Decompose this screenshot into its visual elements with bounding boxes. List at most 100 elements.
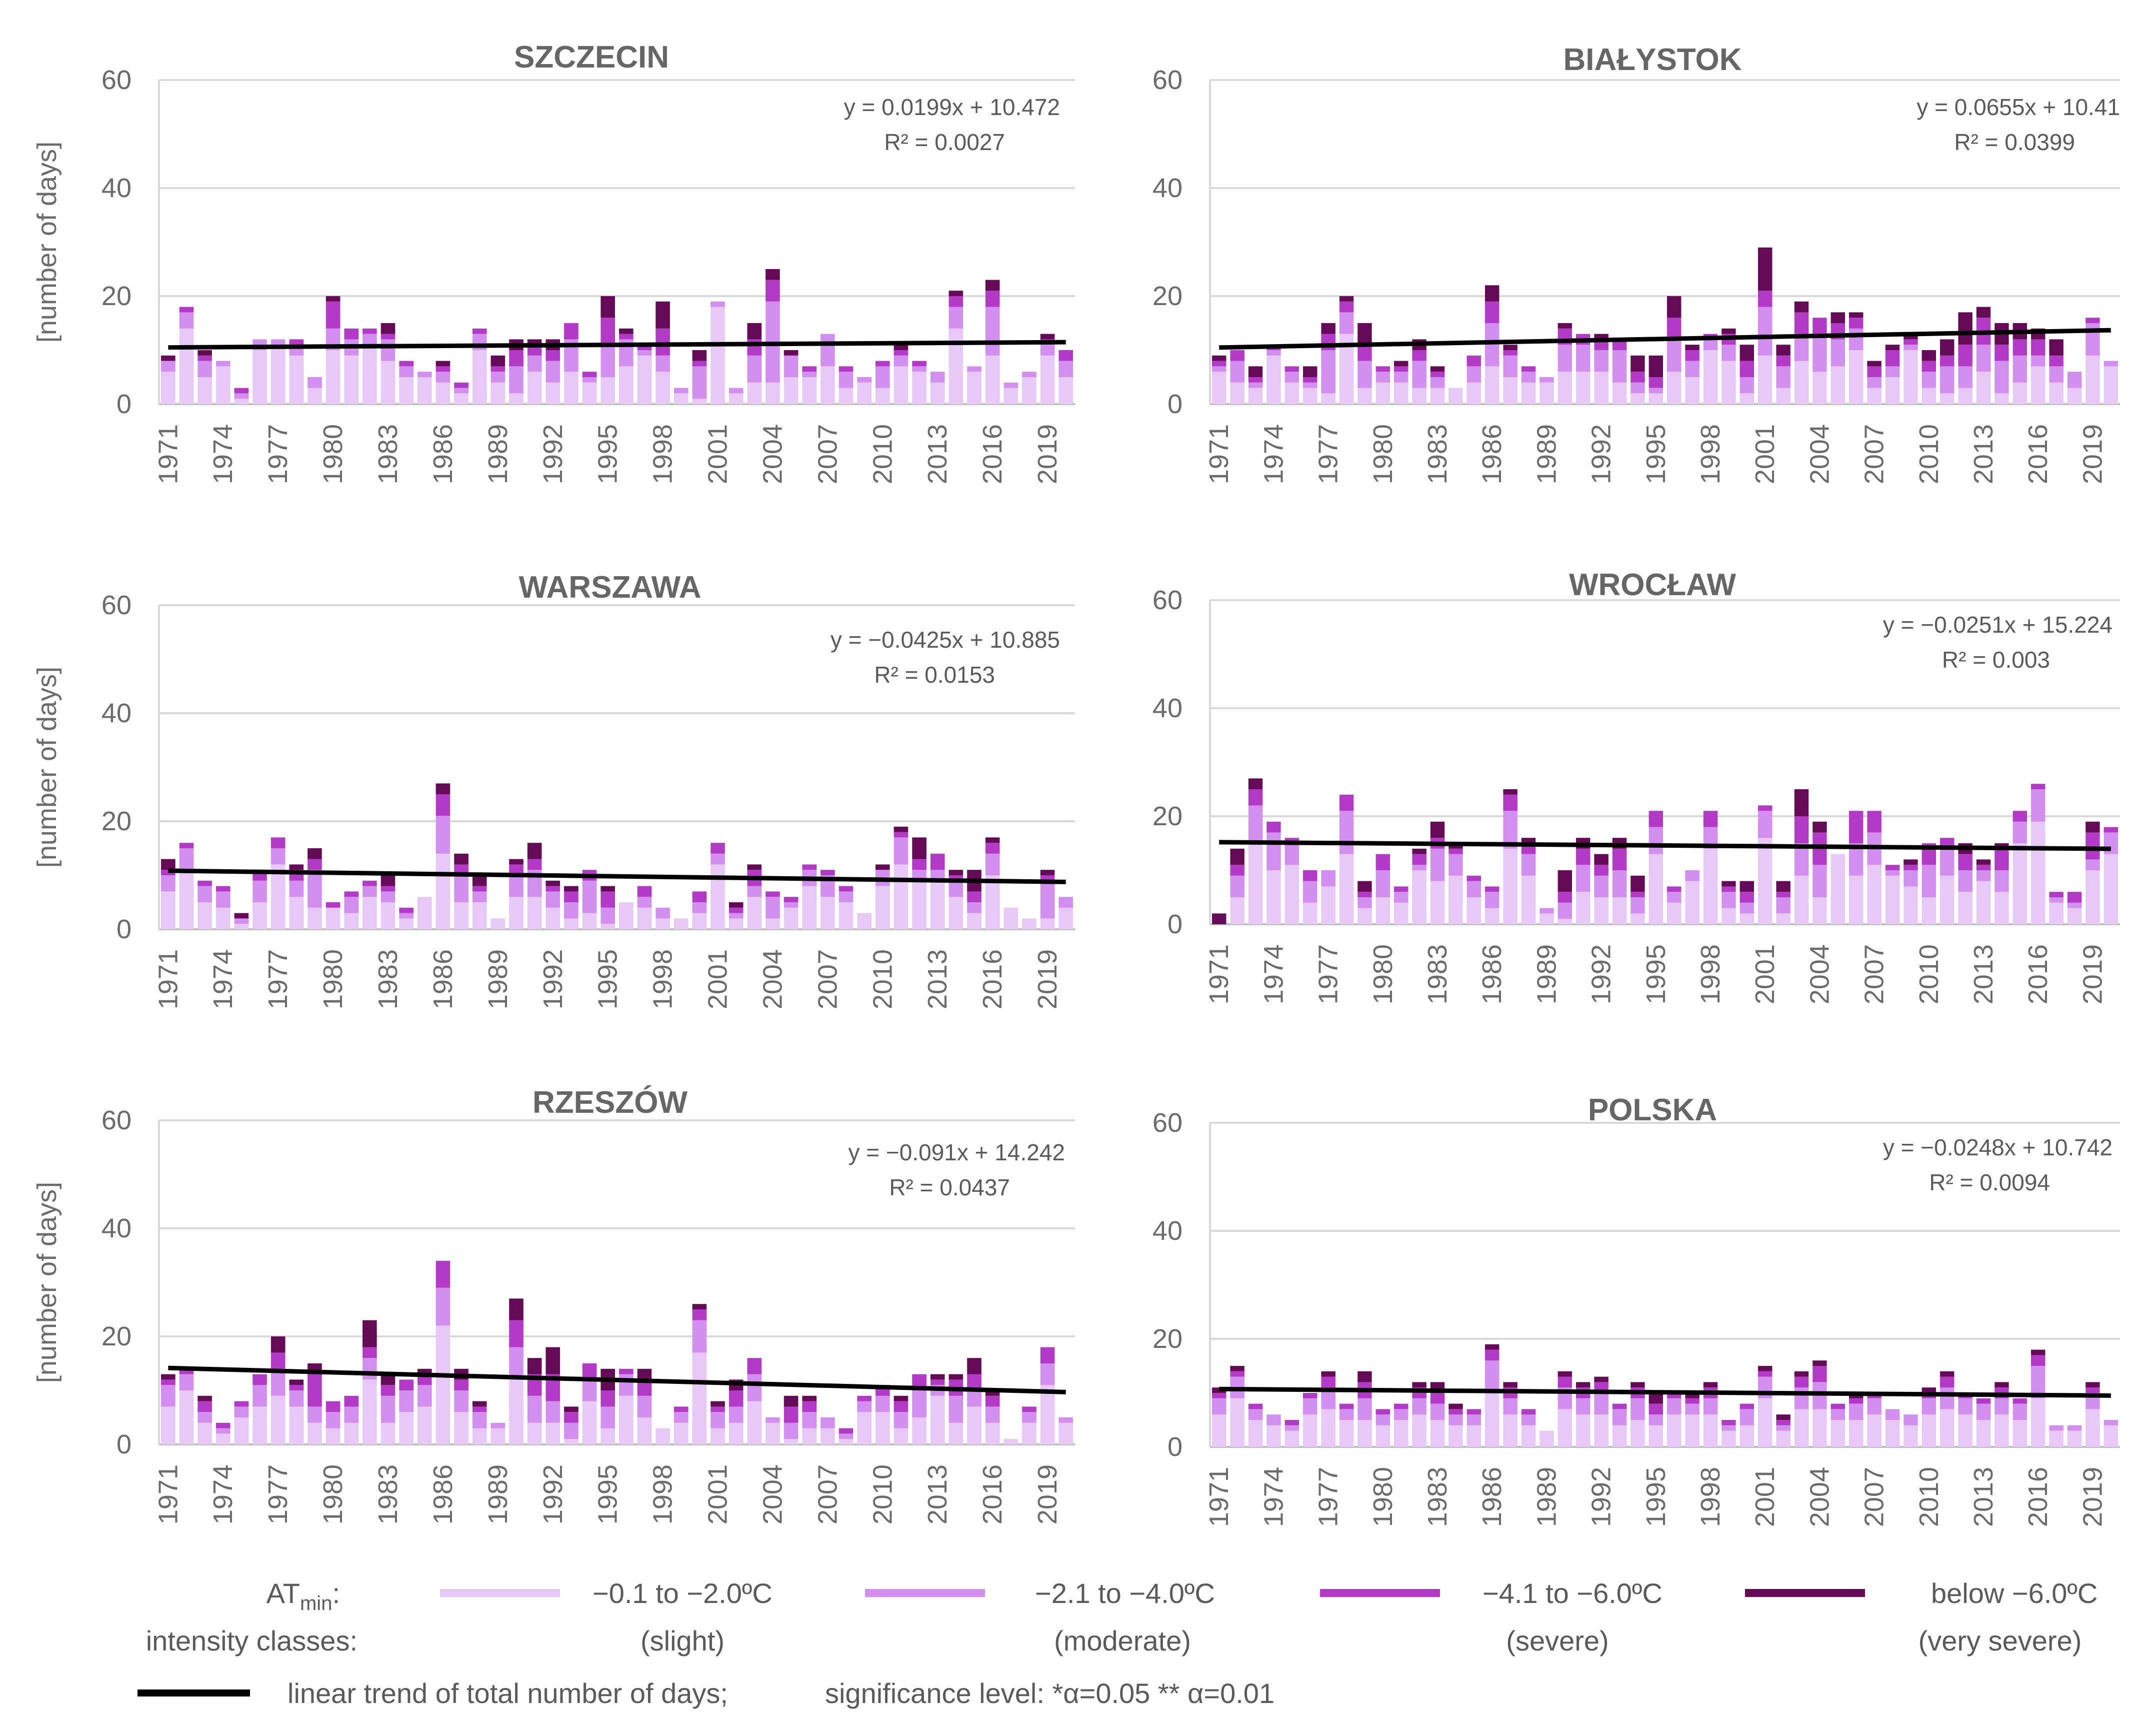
legend-prefix-sub: min xyxy=(300,1592,332,1614)
bar-very-severe-1990 xyxy=(509,1298,524,1320)
bar-severe-1993 xyxy=(1612,848,1627,870)
bar-severe-1987 xyxy=(454,1379,468,1390)
bar-very-severe-1981 xyxy=(1394,361,1408,367)
bar-severe-1972 xyxy=(1230,350,1244,361)
bar-slight-2014 xyxy=(1994,1414,2009,1447)
bar-severe-2000 xyxy=(692,1309,707,1320)
bar-moderate-1976 xyxy=(252,1385,267,1407)
bar-very-severe-1982 xyxy=(362,1320,377,1347)
bar-moderate-1982 xyxy=(362,1358,377,1380)
x-tick-label: 1974 xyxy=(1258,944,1288,1004)
bar-severe-1999 xyxy=(1722,886,1736,892)
bar-very-severe-2016 xyxy=(985,1390,1000,1396)
bar-slight-2016 xyxy=(2031,821,2046,924)
bar-slight-1994 xyxy=(582,1401,597,1444)
bar-moderate-1981 xyxy=(1394,1409,1408,1420)
bar-moderate-2011 xyxy=(1940,1387,1954,1409)
bar-severe-1985 xyxy=(1466,1409,1481,1415)
bar-slight-1972 xyxy=(179,328,194,404)
bar-very-severe-1988 xyxy=(472,875,487,886)
bar-moderate-1979 xyxy=(308,1406,322,1423)
bar-moderate-1979 xyxy=(1358,897,1372,908)
bar-slight-1976 xyxy=(252,902,267,929)
bar-severe-1984 xyxy=(399,1379,414,1390)
bar-moderate-2020 xyxy=(1058,1417,1073,1423)
bar-slight-2015 xyxy=(967,372,982,404)
x-tick-label: 1995 xyxy=(593,1464,623,1524)
x-tick-label: 1995 xyxy=(593,949,623,1009)
bar-slight-2003 xyxy=(1794,361,1809,404)
bar-slight-2000 xyxy=(692,399,707,404)
bar-very-severe-2019 xyxy=(2086,1382,2100,1388)
bar-severe-1985 xyxy=(1466,355,1481,367)
bar-moderate-2011 xyxy=(894,837,908,865)
bar-very-severe-2002 xyxy=(1776,1414,1790,1420)
x-tick-label: 1998 xyxy=(1696,944,1726,1004)
bar-moderate-2009 xyxy=(857,377,872,383)
bar-slight-1994 xyxy=(1630,1420,1645,1447)
bar-slight-1998 xyxy=(1703,350,1718,404)
bar-severe-1992 xyxy=(1594,865,1608,876)
bar-very-severe-2005 xyxy=(784,1395,798,1407)
bar-moderate-1980 xyxy=(1376,372,1390,383)
bar-moderate-1979 xyxy=(1358,361,1372,388)
bar-slight-1989 xyxy=(1540,913,1554,924)
bar-moderate-1985 xyxy=(1466,881,1481,897)
bar-very-severe-2003 xyxy=(1794,789,1809,816)
bar-moderate-2016 xyxy=(2031,789,2046,822)
bar-slight-2020 xyxy=(1058,377,1073,404)
bar-slight-2002 xyxy=(1776,388,1790,404)
x-tick-label: 2004 xyxy=(758,424,788,484)
x-tick-label: 1980 xyxy=(318,1464,348,1524)
bar-slight-1983 xyxy=(380,1422,396,1444)
bar-severe-2012 xyxy=(912,361,926,367)
bar-moderate-2010 xyxy=(1922,865,1936,897)
bar-moderate-1985 xyxy=(417,372,432,377)
bar-moderate-2002 xyxy=(1776,1425,1790,1431)
bar-slight-1991 xyxy=(1576,892,1590,924)
bar-moderate-1973 xyxy=(198,1412,212,1423)
bar-slight-2012 xyxy=(912,372,926,404)
bar-moderate-2007 xyxy=(820,334,835,367)
bar-severe-1978 xyxy=(1339,1403,1354,1409)
bar-moderate-1976 xyxy=(1303,382,1318,388)
y-tick-label: 60 xyxy=(102,65,132,95)
bar-severe-2008 xyxy=(1885,350,1900,367)
bar-very-severe-2016 xyxy=(2031,1349,2046,1355)
bar-slight-1975 xyxy=(234,1417,249,1444)
bar-severe-2005 xyxy=(784,1406,798,1423)
x-tick-label: 2004 xyxy=(758,1464,788,1524)
bar-slight-1973 xyxy=(198,1422,212,1444)
bar-severe-2019 xyxy=(1040,1347,1055,1363)
bar-moderate-2019 xyxy=(2086,859,2100,870)
bar-slight-1997 xyxy=(1685,1414,1700,1447)
bar-slight-1988 xyxy=(1521,875,1536,924)
bar-moderate-2015 xyxy=(2012,1403,2027,1420)
bar-slight-1971 xyxy=(1212,372,1226,404)
x-tick-label: 1983 xyxy=(373,1464,403,1524)
bar-moderate-2000 xyxy=(692,1320,707,1353)
bar-very-severe-2011 xyxy=(894,826,908,832)
bar-moderate-2004 xyxy=(766,1417,780,1423)
bar-moderate-2008 xyxy=(1885,870,1900,876)
x-tick-label: 1971 xyxy=(1204,944,1234,1004)
bar-slight-2002 xyxy=(728,393,744,404)
bar-very-severe-2004 xyxy=(1812,1360,1827,1366)
x-tick-label: 2016 xyxy=(978,424,1008,484)
bar-slight-2001 xyxy=(710,864,725,929)
bar-moderate-2005 xyxy=(1830,1409,1845,1420)
bar-slight-2009 xyxy=(857,1412,872,1444)
bar-slight-1993 xyxy=(1612,382,1627,404)
bar-moderate-1973 xyxy=(198,361,212,377)
bar-slight-2015 xyxy=(967,1406,982,1444)
bar-severe-1988 xyxy=(1521,1409,1536,1415)
bar-moderate-2018 xyxy=(1022,372,1036,377)
bar-slight-1982 xyxy=(362,345,377,404)
bar-very-severe-1983 xyxy=(380,323,396,334)
y-tick-label: 40 xyxy=(102,173,132,203)
bar-moderate-1990 xyxy=(509,875,524,897)
bar-severe-2004 xyxy=(1812,318,1827,334)
bar-moderate-1975 xyxy=(234,918,249,924)
bar-severe-1995 xyxy=(600,318,615,345)
bar-moderate-1991 xyxy=(1576,1398,1590,1415)
